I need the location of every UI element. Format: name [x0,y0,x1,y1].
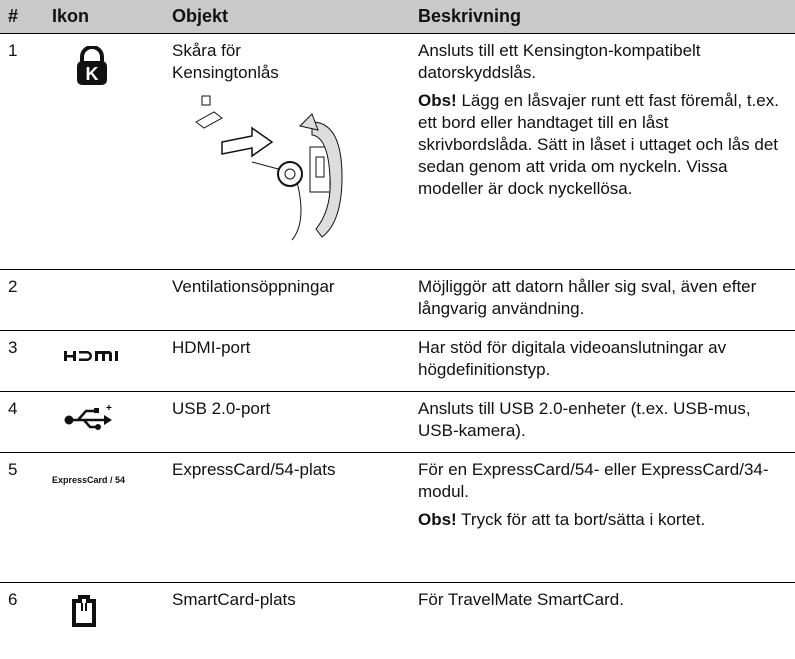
note-text: Tryck för att ta bort/sätta i kortet. [456,510,706,529]
number: 1 [0,33,44,270]
icon-cell: ExpressCard / 54 [44,452,164,583]
description: Ansluts till ett Kensington-kompatibelt … [418,41,701,82]
icon-text: ExpressCard / 54 [52,475,126,485]
number: 5 [0,452,44,583]
usb-icon: + [64,403,112,430]
header-cell: Objekt [164,0,410,34]
description: Har stöd för digitala videoanslutningar … [418,338,727,379]
icon-cell [44,269,164,331]
note: Obs! Tryck för att ta bort/sätta i korte… [418,509,787,531]
row: 6 SmartCard-plats För TravelMate SmartCa… [0,583,795,659]
object: ExpressCard/54-plats [164,452,410,583]
description-cell: För TravelMate SmartCard. [410,583,795,659]
lock-illustration [195,95,343,241]
header-cell: Ikon [44,0,164,34]
header-cell: Beskrivning [410,0,795,34]
icon-cell [44,330,164,392]
description-cell: Har stöd för digitala videoanslutningar … [410,330,795,392]
note: Obs! Lägg en låsvajer runt ett fast före… [418,90,787,200]
icon-cell [44,583,164,659]
note-label: Obs! [418,91,457,110]
object: SmartCard-plats [172,590,296,609]
object: Skåra för Kensingtonlås [172,41,279,82]
object-cell: Skåra för Kensingtonlås [164,33,410,270]
number: 2 [0,269,44,331]
description: För TravelMate SmartCard. [418,590,624,609]
hdmi-icon [64,351,118,361]
note-label: Obs! [418,510,457,529]
description-cell: För en ExpressCard/54- eller ExpressCard… [410,452,795,583]
kensington-icon: K [77,45,107,85]
row: 2 Ventilationsöppningar Möjliggör att da… [0,269,795,331]
smartcard-icon [72,595,96,627]
description-cell: Ansluts till ett Kensington-kompatibelt … [410,33,795,270]
number: 6 [8,590,18,609]
object: Ventilationsöppningar [164,269,410,331]
icon-cell: + [44,391,164,453]
header-cell: # [0,0,44,34]
svg-text:+: + [106,403,112,414]
header-row: # Ikon Objekt Beskrivning [0,0,795,34]
number: 4 [0,391,44,453]
row: 5 ExpressCard / 54 ExpressCard/54-plats … [0,452,795,583]
description-cell: Möjliggör att datorn håller sig sval, äv… [410,269,795,331]
icon-cell: K [44,33,164,270]
row: 4 + USB 2.0-port Ansluts till USB 2.0-en… [0,391,795,453]
description-cell: Ansluts till USB 2.0-enheter (t.ex. USB-… [410,391,795,453]
row: 1 K Skåra för Kensingtonlås [0,33,795,270]
object: HDMI-port [164,330,410,392]
description: Ansluts till USB 2.0-enheter (t.ex. USB-… [418,399,751,440]
row: 3 HDMI-port Har stöd för digitala videoa… [0,330,795,392]
number: 3 [0,330,44,392]
note-text: Lägg en låsvajer runt ett fast föremål, … [418,91,779,198]
description: Möjliggör att datorn håller sig sval, äv… [418,277,757,318]
svg-text:K: K [86,64,99,84]
description: För en ExpressCard/54- eller ExpressCard… [418,460,769,501]
object: USB 2.0-port [164,391,410,453]
